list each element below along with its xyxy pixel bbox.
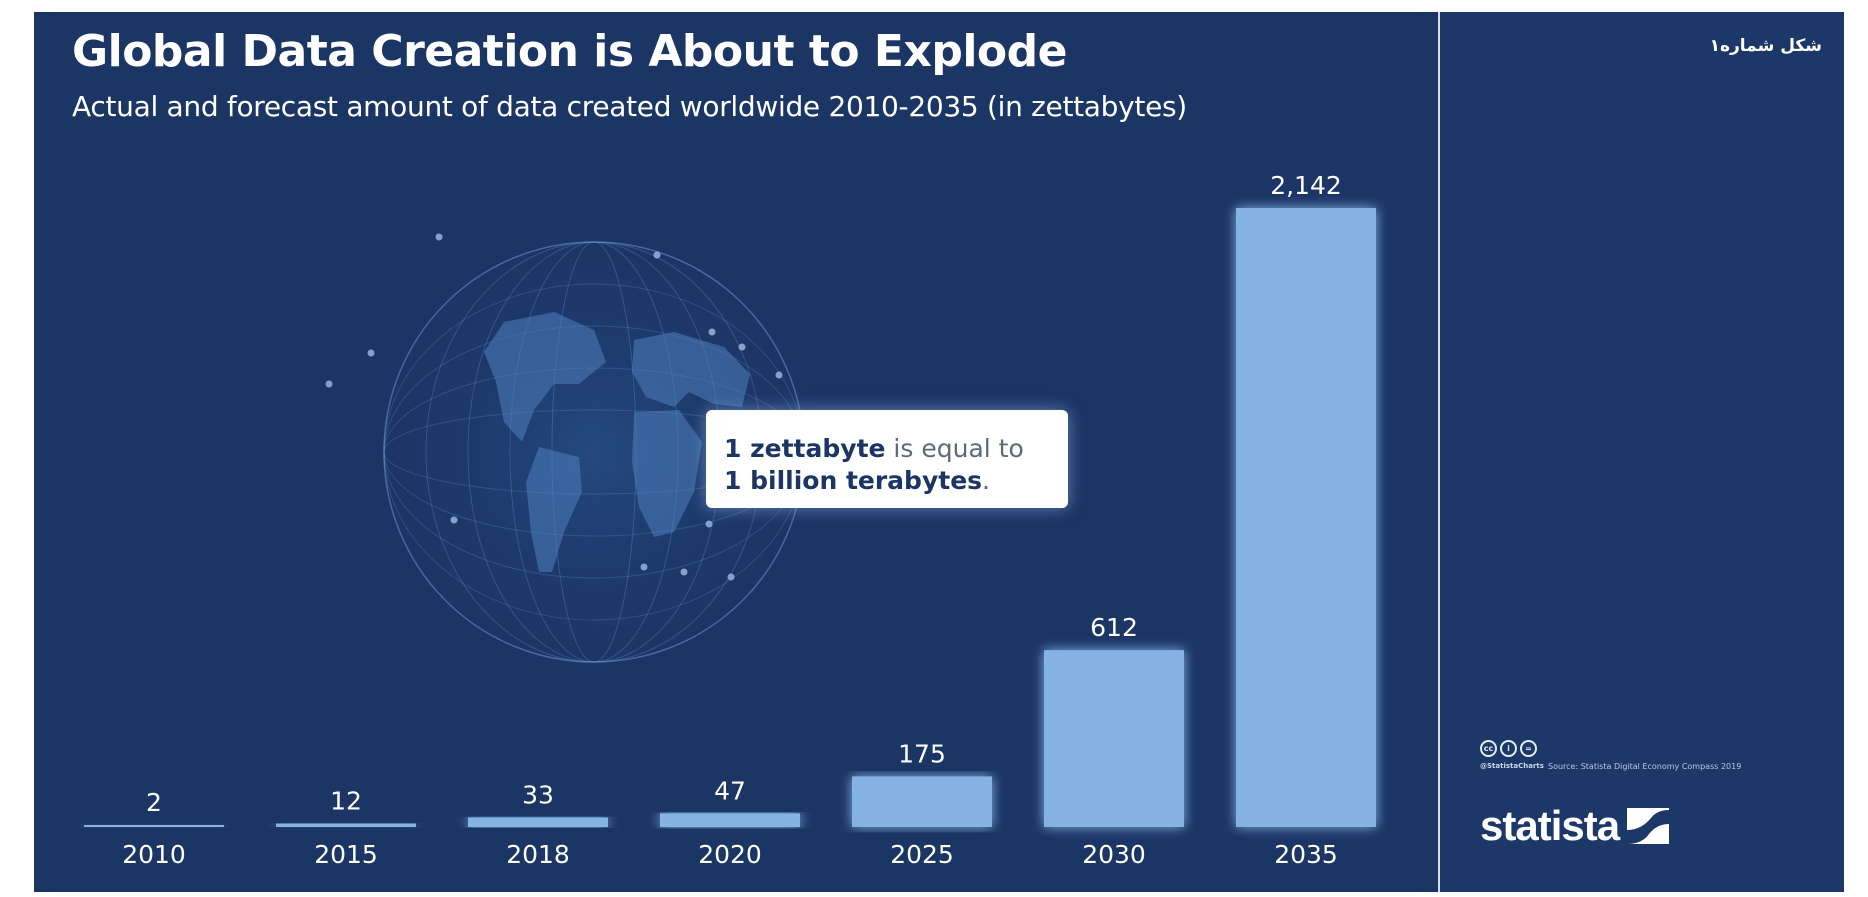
globe-halo	[344, 202, 844, 702]
continent-shape	[526, 447, 582, 572]
bar-2020	[660, 813, 800, 827]
license-icons: cc i =	[1480, 740, 1537, 757]
bar-2025	[852, 776, 992, 827]
x-tick-label: 2015	[314, 840, 378, 869]
figure-label: شکل شماره۱	[1709, 36, 1822, 56]
network-node	[640, 563, 648, 571]
callout-text-1: is equal to	[885, 434, 1024, 463]
network-node	[738, 343, 746, 351]
callout-line-1: 1 zettabyte is equal to	[724, 434, 1024, 463]
callout-text-2: .	[982, 466, 990, 495]
x-tick-label: 2030	[1082, 840, 1146, 869]
figure-frame: Global Data Creation is About to Explode…	[34, 12, 1844, 892]
network-node	[367, 349, 375, 357]
network-node	[653, 251, 661, 259]
logo-text: statista	[1480, 802, 1620, 849]
zettabyte-callout: 1 zettabyte is equal to 1 billion teraby…	[706, 410, 1068, 508]
network-node	[708, 328, 716, 336]
chart-title: Global Data Creation is About to Explode	[72, 26, 1068, 77]
value-label: 612	[1090, 613, 1138, 642]
no-derivatives-icon: =	[1520, 740, 1537, 757]
value-label: 2	[146, 788, 162, 817]
value-label: 47	[714, 776, 746, 805]
callout-bold-1: 1 zettabyte	[724, 434, 886, 463]
network-node	[435, 233, 443, 241]
network-node	[325, 380, 333, 388]
x-tick-label: 2035	[1274, 840, 1338, 869]
statista-logo: statista	[1480, 802, 1670, 850]
value-label: 33	[522, 780, 554, 809]
value-label: 2,142	[1270, 171, 1342, 200]
x-tick-label: 2010	[122, 840, 186, 869]
continent-shape	[484, 312, 606, 442]
bar-chart: 2 2010 12 2015 33 2018 47 2020 175 2025 612 2030 2,1…	[84, 171, 1376, 869]
statista-mark-icon	[1627, 808, 1670, 844]
globe-illustration	[325, 202, 844, 702]
bar-2015	[276, 823, 416, 827]
credit-handle: @StatistaCharts	[1480, 762, 1544, 770]
chart-subtitle: Actual and forecast amount of data creat…	[72, 90, 1187, 123]
network-node	[680, 568, 688, 576]
attribution-icon: i	[1500, 740, 1517, 757]
bar-2030	[1044, 650, 1184, 827]
source-note: Source: Statista Digital Economy Compass…	[1548, 762, 1742, 771]
x-tick-label: 2025	[890, 840, 954, 869]
chart-panel: Global Data Creation is About to Explode…	[34, 12, 1438, 892]
x-tick-label: 2018	[506, 840, 570, 869]
x-tick-label: 2020	[698, 840, 762, 869]
continent-shape	[632, 332, 750, 407]
network-node	[450, 516, 458, 524]
callout-bold-2: 1 billion terabytes	[724, 466, 983, 495]
network-node	[705, 520, 713, 528]
network-node	[775, 371, 783, 379]
bar-2010	[84, 825, 224, 827]
creative-commons-icon: cc	[1480, 740, 1497, 757]
callout-line-2: 1 billion terabytes.	[724, 466, 990, 495]
value-label: 12	[330, 787, 362, 816]
side-panel: شکل شماره۱ cc i = @StatistaCharts Source…	[1438, 12, 1844, 892]
value-label: 175	[898, 739, 946, 768]
network-node	[727, 573, 735, 581]
continent-shape	[632, 410, 702, 537]
bar-2018	[468, 817, 608, 827]
bars: 2 2010 12 2015 33 2018 47 2020 175 2025 612 2030 2,1…	[84, 171, 1376, 869]
bar-2035	[1236, 208, 1376, 827]
